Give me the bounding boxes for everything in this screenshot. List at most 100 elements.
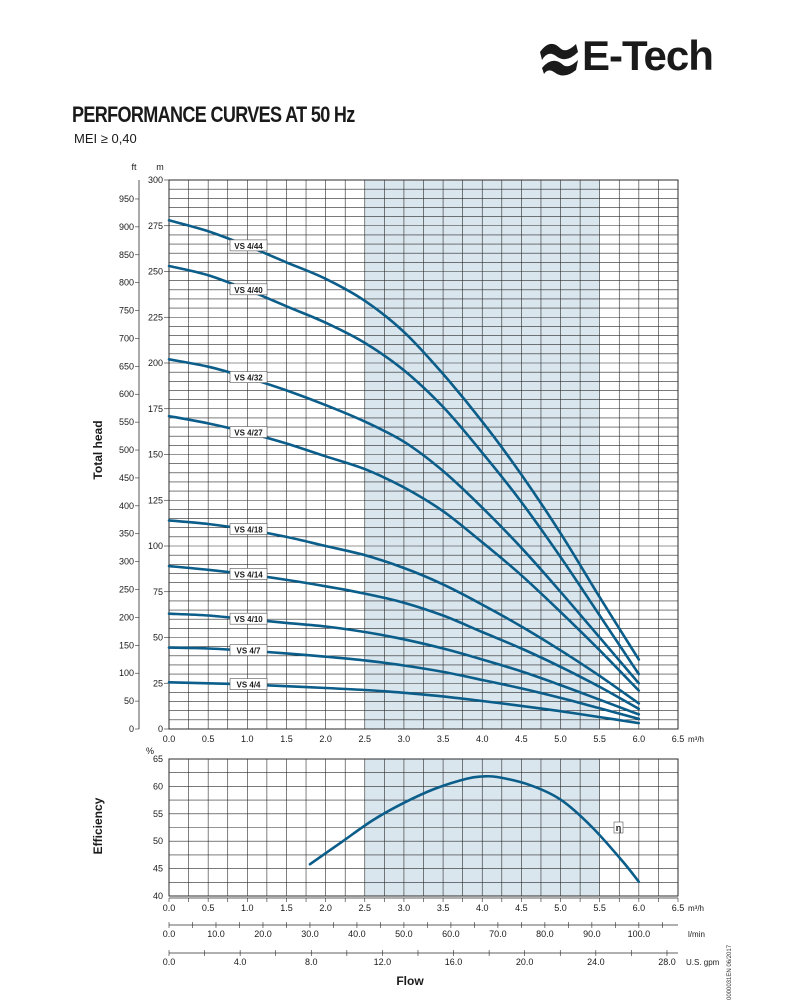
eff-y-tick-label: 45 — [153, 864, 163, 874]
m3h-tick-label: 6.5 — [672, 903, 685, 913]
m3h-unit: m³/h — [688, 904, 704, 913]
document-code: 0000031EN 06/2017 — [727, 944, 733, 1000]
head-x-tick-label: 5.5 — [593, 734, 606, 744]
lmin-tick-label: 0.0 — [163, 929, 176, 939]
ft-tick-label: 300 — [119, 557, 134, 567]
head-x-tick-label: 6.0 — [633, 734, 646, 744]
m3h-tick-label: 2.5 — [359, 903, 372, 913]
head-y-tick-label: 50 — [153, 633, 163, 643]
flow-axis-title: Flow — [396, 974, 424, 988]
head-y-tick-label: 0 — [158, 724, 163, 734]
lmin-tick-label: 30.0 — [301, 929, 319, 939]
ft-tick-label: 350 — [119, 529, 134, 539]
eff-y-axis-title: Efficiency — [91, 797, 105, 854]
curve-label-text: VS 4/27 — [234, 429, 263, 438]
lmin-tick-label: 70.0 — [489, 929, 507, 939]
lmin-tick-label: 10.0 — [207, 929, 225, 939]
ft-tick-label: 450 — [119, 473, 134, 483]
curve-label-vs-4-44: VS 4/44 — [229, 239, 268, 252]
page-subtitle: MEI ≥ 0,40 — [74, 131, 137, 146]
curve-label-vs-4-10: VS 4/10 — [229, 612, 268, 625]
gpm-tick-label: 12.0 — [374, 957, 392, 967]
logo-mark-icon — [540, 43, 578, 76]
head-y-tick-label: 225 — [148, 312, 163, 322]
lmin-tick-label: 60.0 — [442, 929, 460, 939]
m3h-tick-label: 6.0 — [633, 903, 646, 913]
head-x-tick-label: 2.5 — [359, 734, 372, 744]
ft-tick-label: 550 — [119, 417, 134, 427]
ft-tick-label: 400 — [119, 501, 134, 511]
head-y-tick-label: 200 — [148, 358, 163, 368]
curve-label-vs-4-40: VS 4/40 — [229, 283, 268, 296]
head-y-unit: m — [156, 162, 164, 172]
head-y-tick-label: 125 — [148, 495, 163, 505]
head-y-tick-label: 250 — [148, 267, 163, 277]
curve-label-text: VS 4/44 — [234, 242, 263, 251]
head-y-tick-label: 275 — [148, 221, 163, 231]
eff-y-unit: % — [146, 746, 154, 756]
lmin-tick-label: 100.0 — [628, 929, 651, 939]
curve-label-eta: η — [613, 821, 624, 834]
ft-tick-label: 50 — [124, 696, 134, 706]
curve-label-vs-4-32: VS 4/32 — [229, 371, 268, 383]
ft-tick-label: 600 — [119, 389, 134, 399]
m3h-tick-label: 1.0 — [241, 903, 254, 913]
m3h-tick-label: 4.5 — [515, 903, 528, 913]
head-y-tick-label: 25 — [153, 678, 163, 688]
eff-y-tick-label: 55 — [153, 809, 163, 819]
m3h-tick-label: 5.0 — [554, 903, 567, 913]
lmin-unit: l/min — [688, 930, 705, 939]
ft-tick-label: 150 — [119, 640, 134, 650]
ft-unit: ft — [131, 162, 137, 172]
head-y-axis-title: Total head — [91, 420, 105, 479]
ft-tick-label: 950 — [119, 194, 134, 204]
curve-label-vs-4-14: VS 4/14 — [229, 568, 268, 580]
m3h-tick-label: 3.0 — [398, 903, 411, 913]
head-x-tick-label: 5.0 — [554, 734, 567, 744]
m3h-tick-label: 3.5 — [437, 903, 450, 913]
curve-label-vs-4-7: VS 4/7 — [229, 644, 268, 656]
gpm-tick-label: 20.0 — [516, 957, 534, 967]
head-x-tick-label: 0.0 — [163, 734, 176, 744]
m3h-tick-label: 0.5 — [202, 903, 215, 913]
efficiency-frame — [168, 758, 679, 897]
ft-tick-label: 850 — [119, 250, 134, 260]
ft-tick-label: 200 — [119, 612, 134, 622]
ft-tick-label: 750 — [119, 306, 134, 316]
ft-tick-label: 500 — [119, 445, 134, 455]
gpm-tick-label: 24.0 — [587, 957, 605, 967]
head-x-tick-label: 1.5 — [280, 734, 293, 744]
curve-label-vs-4-18: VS 4/18 — [229, 523, 268, 535]
lmin-tick-label: 90.0 — [583, 929, 601, 939]
ft-tick-label: 250 — [119, 585, 134, 595]
gpm-tick-label: 16.0 — [445, 957, 463, 967]
head-x-tick-label: 4.0 — [476, 734, 489, 744]
curve-label-text: VS 4/7 — [236, 647, 261, 656]
head-x-unit: m³/h — [688, 735, 704, 744]
curve-label-vs-4-27: VS 4/27 — [229, 426, 268, 438]
curve-label-text: VS 4/32 — [234, 374, 263, 383]
head-x-tick-label: 1.0 — [241, 734, 254, 744]
m3h-tick-label: 4.0 — [476, 903, 489, 913]
head-x-tick-label: 6.5 — [672, 734, 685, 744]
ft-tick-label: 900 — [119, 222, 134, 232]
eff-y-tick-label: 60 — [153, 781, 163, 791]
lmin-tick-label: 50.0 — [395, 929, 413, 939]
eff-y-tick-label: 40 — [153, 891, 163, 901]
head-y-tick-label: 150 — [148, 450, 163, 460]
curve-label-text: η — [616, 823, 622, 833]
head-y-tick-label: 300 — [148, 175, 163, 185]
ft-tick-label: 650 — [119, 361, 134, 371]
head-x-tick-label: 2.0 — [319, 734, 332, 744]
lmin-tick-label: 80.0 — [536, 929, 554, 939]
ft-tick-label: 800 — [119, 278, 134, 288]
gpm-tick-label: 8.0 — [305, 957, 318, 967]
m3h-tick-label: 2.0 — [319, 903, 332, 913]
lmin-tick-label: 40.0 — [348, 929, 366, 939]
page-title: PERFORMANCE CURVES AT 50 Hz — [72, 102, 355, 127]
etech-logo: E-Tech — [536, 30, 746, 86]
ft-tick-label: 100 — [119, 668, 134, 678]
curve-label-text: VS 4/4 — [236, 681, 261, 690]
curve-label-text: VS 4/18 — [234, 526, 263, 535]
curve-label-text: VS 4/10 — [234, 615, 263, 624]
